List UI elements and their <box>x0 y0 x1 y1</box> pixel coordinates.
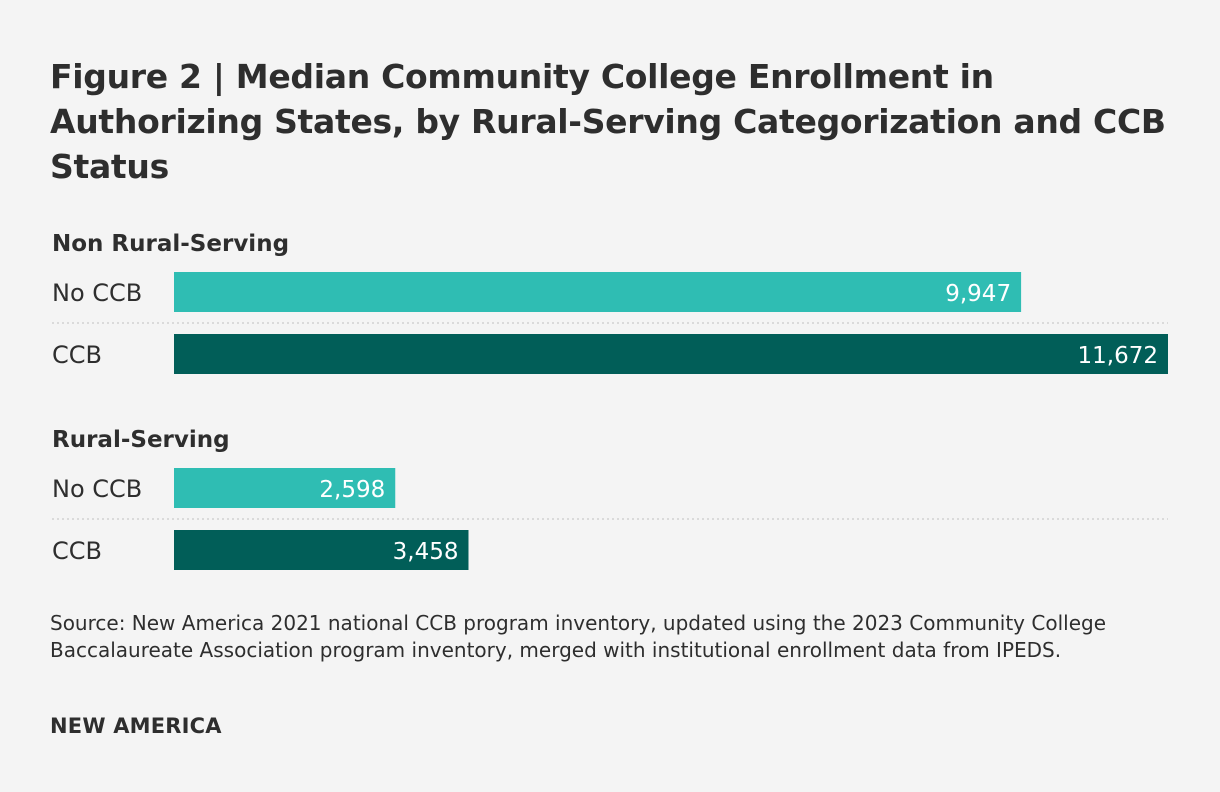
category-label-rural-serving-ccb: CCB <box>52 537 102 565</box>
group-label-rural-serving: Rural-Serving <box>52 427 230 453</box>
value-label-rural-serving-ccb: 3,458 <box>393 539 459 565</box>
bar-non-rural-serving-no-ccb <box>174 272 1022 312</box>
value-label-non-rural-serving-ccb: 11,672 <box>1078 343 1158 369</box>
bar-rural-serving-no-ccb <box>174 468 396 508</box>
bar-rural-serving-ccb <box>174 530 469 570</box>
category-label-rural-serving-no-ccb: No CCB <box>52 475 142 503</box>
category-label-non-rural-serving-no-ccb: No CCB <box>52 279 142 307</box>
value-label-rural-serving-no-ccb: 2,598 <box>319 477 385 503</box>
value-label-non-rural-serving-no-ccb: 9,947 <box>945 281 1011 307</box>
brand-logo-text: NEW AMERICA <box>50 714 222 738</box>
chart-title: Figure 2 | Median Community College Enro… <box>50 57 1166 186</box>
group-label-non-rural-serving: Non Rural-Serving <box>52 231 289 257</box>
bar-non-rural-serving-ccb <box>174 334 1168 374</box>
source-note: Source: New America 2021 national CCB pr… <box>50 611 1106 662</box>
category-label-non-rural-serving-ccb: CCB <box>52 341 102 369</box>
